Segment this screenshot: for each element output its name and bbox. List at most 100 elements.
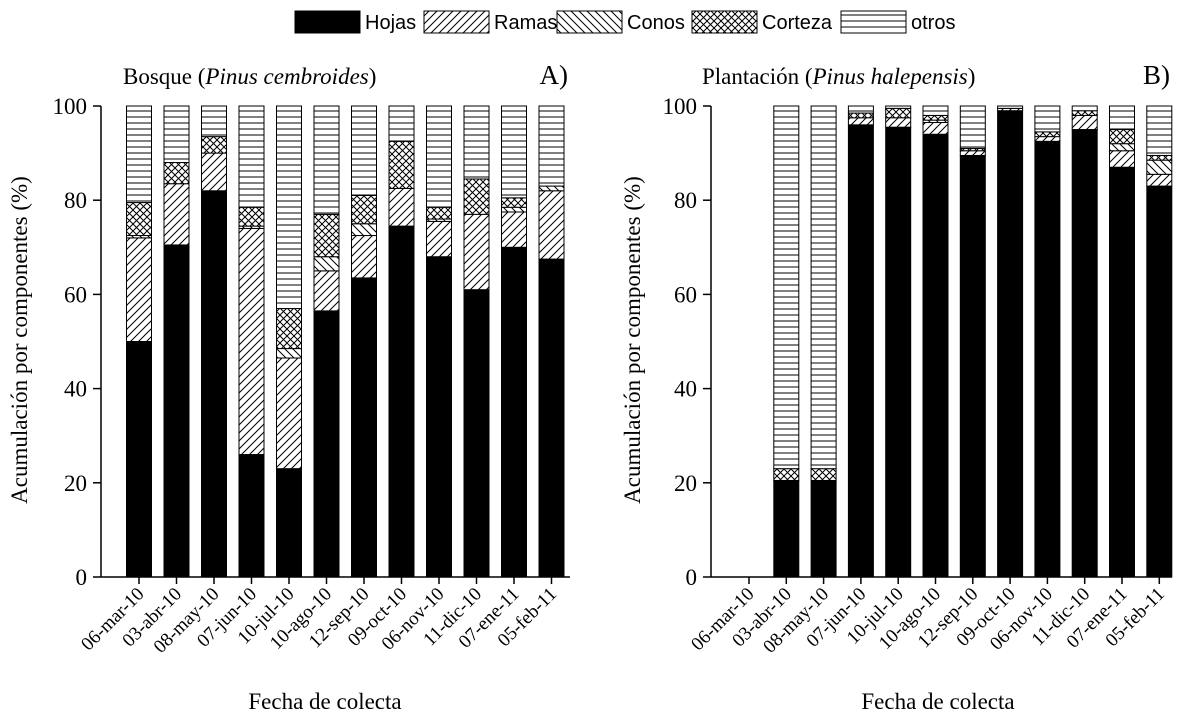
- y-tick-label-b: 80: [674, 188, 697, 213]
- y-tick-label-a: 100: [53, 94, 88, 119]
- bar-segment-conos: [1109, 143, 1135, 152]
- bar-segment-hojas: [1109, 166, 1135, 578]
- bar-segment-otros: [501, 105, 527, 199]
- bar-segment-conos: [501, 206, 527, 213]
- bar-segment-otros: [313, 105, 340, 215]
- x-axis-label-b: Fecha de colecta: [861, 689, 1014, 714]
- legend-item-conos: Conos: [556, 10, 685, 34]
- y-tick-label-b: 100: [663, 94, 698, 119]
- bar-segment-otros: [201, 105, 227, 138]
- bar-segment-corteza: [313, 213, 340, 258]
- bar-segment-ramas: [426, 220, 452, 258]
- bar-segment-hojas: [238, 454, 265, 578]
- bar-segment-hojas: [126, 341, 152, 578]
- bar-segment-corteza: [847, 112, 874, 119]
- bar-segment-ramas: [163, 183, 190, 246]
- legend-swatch-ramas: [423, 10, 490, 34]
- bar-segment-otros: [351, 105, 377, 196]
- bar-segment-otros: [885, 105, 912, 109]
- chart-title-a-prefix: Bosque (: [123, 64, 205, 89]
- y-tick-label-b: 40: [674, 377, 697, 402]
- bar-segment-corteza: [1109, 129, 1135, 145]
- bar-segment-otros: [997, 105, 1024, 109]
- bar-segment-hojas: [201, 190, 227, 578]
- y-tick-label-b: 20: [674, 471, 697, 496]
- legend-swatch-hojas: [294, 10, 361, 34]
- bar-segment-corteza: [922, 114, 949, 121]
- chart-title-b-suffix: ): [968, 64, 976, 89]
- chart-panel-a: Bosque (Pinus cembroides) A) Acumulación…: [7, 60, 570, 714]
- bar-segment-ramas: [201, 152, 227, 192]
- bar-segment-corteza: [201, 136, 227, 154]
- legend-item-otros: otros: [840, 10, 955, 34]
- y-tick-label-a: 60: [64, 282, 87, 307]
- bar-segment-otros: [238, 105, 265, 208]
- legend-swatch-conos: [556, 10, 623, 34]
- bar-segment-corteza: [1071, 110, 1098, 116]
- bar-segment-otros: [847, 105, 874, 114]
- bar-segment-corteza: [276, 308, 302, 350]
- legend-swatch-otros: [840, 10, 907, 34]
- bar-segment-conos: [538, 185, 565, 192]
- bar-segment-otros: [1109, 105, 1135, 131]
- bar-segment-otros: [773, 105, 800, 470]
- y-tick-label-b: 60: [674, 282, 697, 307]
- legend: Hojas Ramas Conos Corteza otros: [294, 10, 955, 34]
- bar-segment-ramas: [885, 117, 912, 128]
- bar-segment-corteza: [388, 140, 415, 189]
- bar-segment-ramas: [351, 235, 377, 279]
- chart-title-a-species: Pinus cembroides: [204, 64, 368, 89]
- bar-segment-otros: [959, 105, 986, 149]
- bar-segment-ramas: [1109, 150, 1135, 168]
- bar-segment-ramas: [922, 121, 949, 135]
- x-axis-label-a: Fecha de colecta: [248, 689, 401, 714]
- legend-item-ramas: Ramas: [423, 10, 557, 34]
- bar-segment-corteza: [1146, 154, 1173, 161]
- bar-segment-corteza: [126, 202, 152, 237]
- bar-segment-ramas: [501, 211, 527, 248]
- chart-title-a-suffix: ): [369, 64, 377, 89]
- bar-segment-hojas: [1146, 185, 1173, 578]
- y-tick-label-a: 80: [64, 188, 87, 213]
- y-axis-label-a: Acumulación por componentes (%): [7, 176, 32, 504]
- bar-segment-corteza: [810, 468, 837, 481]
- bar-segment-hojas: [388, 225, 415, 578]
- bar-segment-hojas: [538, 258, 565, 578]
- bar-segment-ramas: [1146, 173, 1173, 187]
- y-tick-label-a: 40: [64, 377, 87, 402]
- bar-segment-conos: [313, 256, 340, 272]
- bar-segment-ramas: [126, 237, 152, 343]
- legend-swatch-corteza: [691, 10, 758, 34]
- bar-segment-hojas: [351, 277, 377, 578]
- bar-segment-hojas: [847, 124, 874, 578]
- bar-segment-ramas: [1034, 136, 1061, 142]
- chart-title-b-prefix: Plantación (: [702, 64, 813, 89]
- bar-segment-conos: [276, 348, 302, 359]
- y-tick-label-b: 0: [686, 565, 698, 590]
- bar-segment-hojas: [426, 256, 452, 578]
- bar-segment-corteza: [773, 468, 800, 481]
- bar-segment-otros: [1034, 105, 1061, 133]
- bar-segment-hojas: [163, 244, 190, 578]
- bar-segment-hojas: [810, 479, 837, 578]
- bar-segment-hojas: [773, 479, 800, 578]
- bar-segment-ramas: [388, 187, 415, 227]
- bar-segment-hojas: [463, 289, 490, 578]
- bar-segment-otros: [126, 105, 152, 204]
- panel-label-b: B): [1143, 60, 1170, 90]
- panel-label-a: A): [540, 60, 569, 90]
- bar-segment-ramas: [463, 213, 490, 291]
- bar-segment-corteza: [163, 162, 190, 185]
- bar-segment-corteza: [426, 206, 452, 220]
- bar-segment-hojas: [313, 310, 340, 578]
- bar-segment-hojas: [1071, 129, 1098, 578]
- bar-segment-hojas: [997, 110, 1024, 578]
- bar-segment-ramas: [276, 357, 302, 470]
- bar-segment-corteza: [238, 206, 265, 227]
- chart-panel-b: Plantación (Pinus halepensis) B) Acumula…: [620, 60, 1173, 714]
- bar-segment-hojas: [922, 133, 949, 578]
- legend-label-hojas: Hojas: [365, 12, 416, 34]
- bar-segment-ramas: [238, 227, 265, 456]
- bar-segment-ramas: [959, 150, 986, 156]
